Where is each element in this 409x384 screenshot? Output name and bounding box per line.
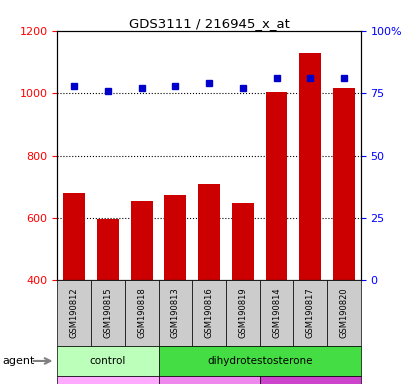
Bar bbox=[63, 193, 85, 280]
Bar bbox=[332, 88, 354, 280]
Text: GSM190815: GSM190815 bbox=[103, 288, 112, 338]
Text: control: control bbox=[90, 356, 126, 366]
Text: GSM190820: GSM190820 bbox=[339, 288, 348, 338]
Bar bbox=[97, 220, 119, 280]
Text: GSM190814: GSM190814 bbox=[271, 288, 280, 338]
Text: GSM190816: GSM190816 bbox=[204, 288, 213, 338]
Text: dihydrotestosterone: dihydrotestosterone bbox=[207, 356, 312, 366]
Text: GSM190818: GSM190818 bbox=[137, 288, 146, 338]
Bar bbox=[198, 184, 220, 280]
Text: GSM190812: GSM190812 bbox=[70, 288, 79, 338]
Bar bbox=[164, 195, 186, 280]
Text: GSM190817: GSM190817 bbox=[305, 288, 314, 338]
Title: GDS3111 / 216945_x_at: GDS3111 / 216945_x_at bbox=[128, 17, 289, 30]
Bar bbox=[130, 201, 152, 280]
Bar bbox=[299, 53, 320, 280]
Bar bbox=[265, 91, 287, 280]
Text: GSM190813: GSM190813 bbox=[171, 288, 180, 338]
Text: agent: agent bbox=[2, 356, 34, 366]
Text: GSM190819: GSM190819 bbox=[238, 288, 247, 338]
Bar bbox=[231, 203, 253, 280]
